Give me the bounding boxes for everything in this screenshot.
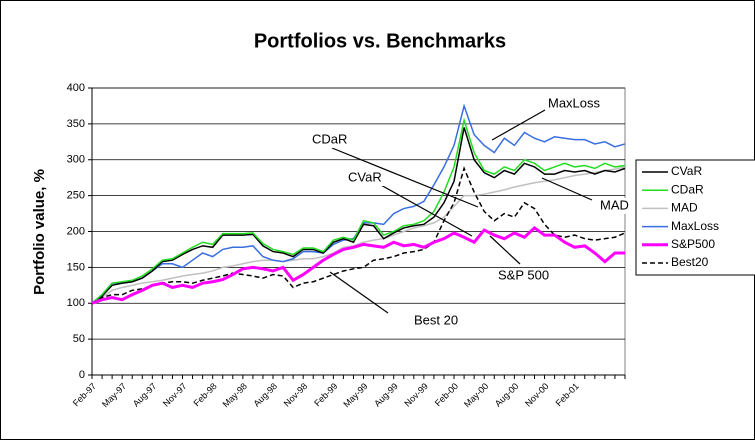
y-tick-label: 200 [67,225,85,237]
series-line [91,225,625,305]
annotation-leader [491,109,546,141]
y-tick-label: 100 [67,297,85,309]
y-tick-label: 400 [67,82,85,94]
annotation-bg [412,313,461,329]
annotation-bg [598,198,631,214]
annotation: CDaR [312,131,347,146]
annotation: CVaR [348,169,382,184]
legend-label: CVaR [671,164,702,178]
legend-label: S&P500 [671,237,715,251]
annotation: MaxLoss [548,95,601,110]
annotation-leader [331,147,479,208]
annotation-bg [496,268,552,284]
y-tick-label: 150 [67,261,85,273]
annotation: Best 20 [414,312,458,327]
y-axis-label: Portfolio value, % [31,169,48,295]
y-tick-label: 300 [67,154,85,166]
legend-label: MAD [671,201,698,215]
legend-box [635,159,755,276]
annotation-bg [546,96,603,112]
series-line [91,127,626,304]
annotation-leader [371,179,473,237]
legend-label: MaxLoss [671,219,719,233]
annotation-bg [346,170,384,186]
series-line [91,166,626,304]
series-line [91,117,626,304]
annotation: MAD [600,197,629,212]
series-line [91,166,626,304]
annotation: S&P 500 [498,267,549,282]
legend-label: CDaR [671,182,704,196]
y-tick-label: 0 [79,369,85,381]
annotation-leader [489,235,521,265]
legend-label: Best20 [671,255,709,269]
annotation-bg [310,132,350,148]
y-tick-label: 350 [67,118,85,130]
annotation-leader [541,177,593,201]
chart-title: Portfolios vs. Benchmarks [254,30,506,52]
y-tick-label: 250 [67,190,85,202]
annotation-leader [329,271,389,314]
y-tick-label: 50 [73,333,85,345]
